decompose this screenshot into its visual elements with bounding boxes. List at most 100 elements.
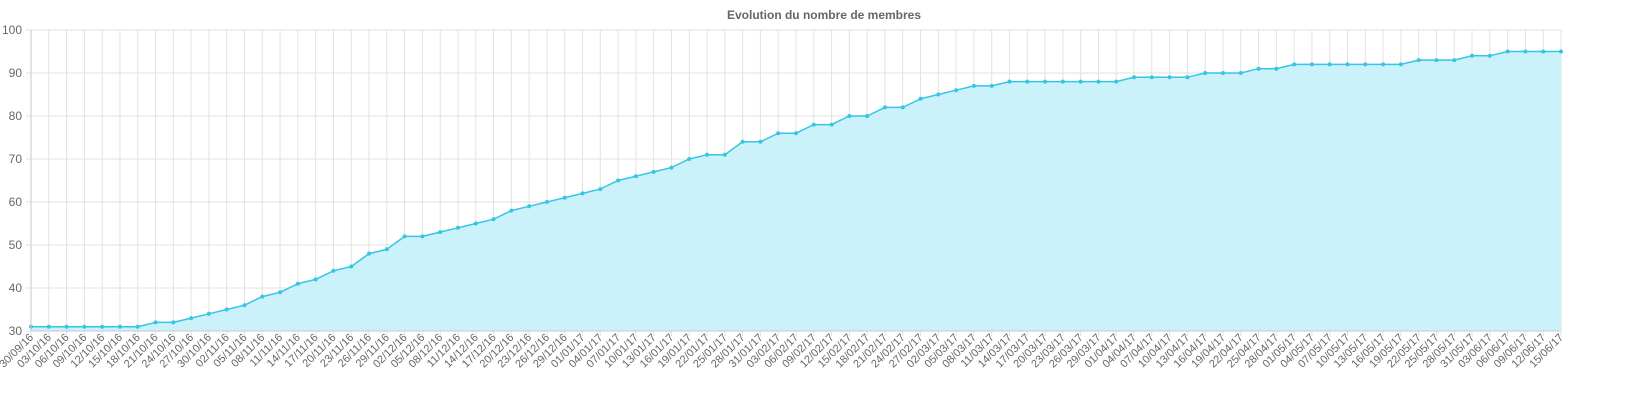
data-point[interactable] [651,169,656,174]
y-tick-label: 100 [2,23,22,37]
data-point[interactable] [153,320,158,325]
data-point[interactable] [1256,66,1261,71]
data-point[interactable] [1096,79,1101,84]
data-point[interactable] [1309,62,1314,67]
data-point[interactable] [1078,79,1083,84]
data-point[interactable] [1416,58,1421,63]
data-point[interactable] [1470,53,1475,58]
data-point[interactable] [1167,75,1172,80]
data-point[interactable] [402,234,407,239]
data-point[interactable] [1149,75,1154,80]
data-point[interactable] [1185,75,1190,80]
y-tick-label: 50 [9,238,23,252]
data-point[interactable] [954,88,959,93]
data-point[interactable] [278,290,283,295]
data-point[interactable] [758,139,763,144]
data-point[interactable] [313,277,318,282]
data-point[interactable] [580,191,585,196]
y-tick-label: 80 [9,109,23,123]
y-axis-ticks: 30 40 50 60 70 80 90 100 [2,23,22,338]
data-point[interactable] [64,324,69,329]
data-point[interactable] [562,195,567,200]
data-point[interactable] [687,157,692,161]
data-point[interactable] [82,324,87,329]
data-point[interactable] [1434,58,1439,63]
data-point[interactable] [882,105,887,110]
data-point[interactable] [1487,53,1492,58]
data-point[interactable] [420,234,425,239]
axes [30,30,1561,332]
data-point[interactable] [242,303,247,308]
area-fill-layer [31,51,1561,331]
data-point[interactable] [438,230,443,235]
points-layer [29,49,1563,329]
data-point[interactable] [1327,62,1332,67]
x-axis-ticks: 30/09/1603/10/1606/10/1609/10/1612/10/16… [0,332,1566,371]
data-point[interactable] [1132,75,1137,80]
data-point[interactable] [705,152,710,157]
data-point[interactable] [1203,71,1208,75]
data-point[interactable] [384,247,389,252]
data-point[interactable] [776,131,781,136]
data-point[interactable] [918,96,923,101]
data-point[interactable] [1505,49,1510,54]
data-point[interactable] [206,311,211,316]
data-point[interactable] [544,200,549,204]
data-point[interactable] [847,114,852,118]
data-point[interactable] [1025,79,1030,84]
y-tick-label: 70 [9,152,23,166]
data-point[interactable] [1220,71,1225,75]
data-point[interactable] [598,187,603,192]
data-point[interactable] [971,83,976,88]
data-point[interactable] [1381,62,1386,67]
data-point[interactable] [936,92,941,97]
data-point[interactable] [740,139,745,144]
data-point[interactable] [367,251,372,256]
data-point[interactable] [100,324,105,329]
data-point[interactable] [135,324,140,329]
data-point[interactable] [829,122,834,127]
data-point[interactable] [722,152,727,157]
data-point[interactable] [1060,79,1065,84]
data-point[interactable] [509,208,514,213]
series-area [31,51,1561,331]
data-point[interactable] [989,83,994,88]
data-point[interactable] [1114,79,1119,84]
data-point[interactable] [1541,49,1546,54]
data-point[interactable] [455,225,460,230]
data-point[interactable] [1452,58,1457,63]
data-point[interactable] [1345,62,1350,67]
data-point[interactable] [1007,79,1012,84]
data-point[interactable] [811,122,816,127]
data-point[interactable] [1043,79,1048,84]
data-point[interactable] [491,217,496,222]
data-point[interactable] [616,178,621,183]
data-point[interactable] [527,204,532,209]
data-point[interactable] [900,105,905,110]
data-point[interactable] [794,131,798,136]
data-point[interactable] [1363,62,1368,67]
data-point[interactable] [224,307,229,312]
data-point[interactable] [1238,71,1243,75]
data-point[interactable] [1274,66,1279,71]
data-point[interactable] [260,294,265,299]
data-point[interactable] [865,114,870,118]
chart-title: Evolution du nombre de membres [727,8,921,22]
data-point[interactable] [1398,62,1403,67]
data-point[interactable] [117,324,122,329]
data-point[interactable] [1559,49,1563,54]
data-point[interactable] [1292,62,1297,67]
y-tick-label: 90 [9,66,23,80]
data-point[interactable] [46,324,51,329]
data-point[interactable] [349,264,354,269]
y-tick-label: 60 [9,195,23,209]
data-point[interactable] [189,316,194,321]
data-point[interactable] [331,268,336,273]
data-point[interactable] [669,165,674,170]
data-point[interactable] [171,320,176,325]
data-point[interactable] [1523,49,1528,54]
data-point[interactable] [633,174,638,179]
data-point[interactable] [473,221,478,226]
data-point[interactable] [295,281,300,286]
